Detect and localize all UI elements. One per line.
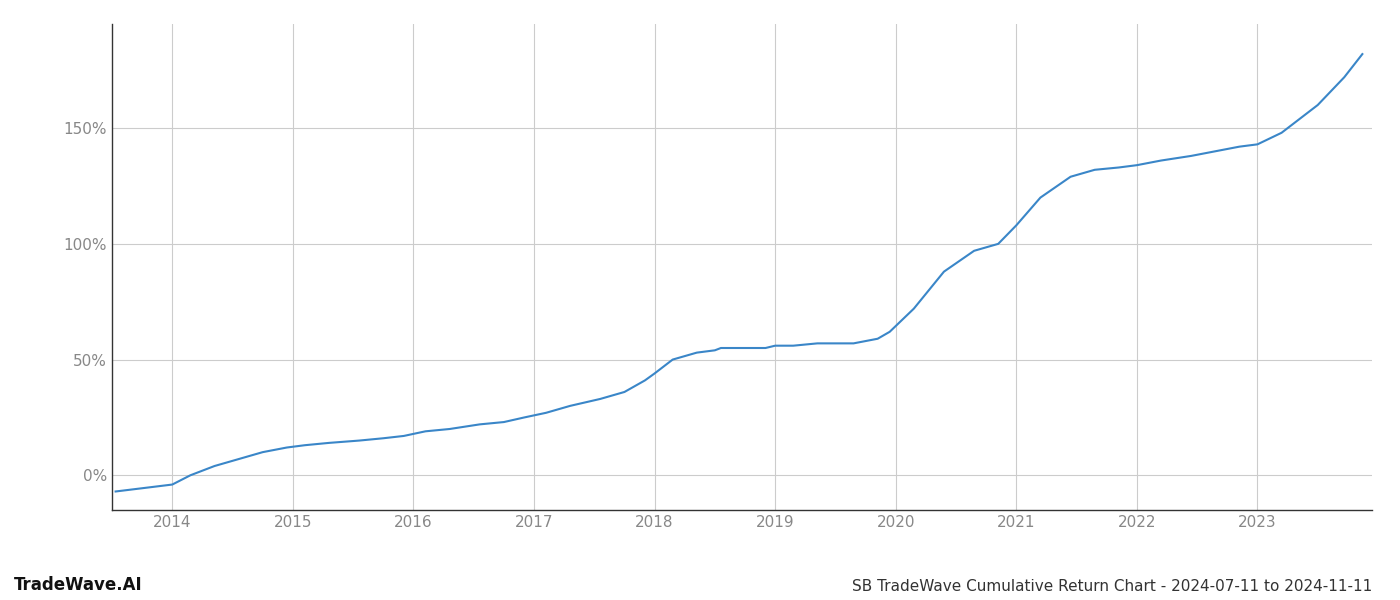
Text: TradeWave.AI: TradeWave.AI: [14, 576, 143, 594]
Text: SB TradeWave Cumulative Return Chart - 2024-07-11 to 2024-11-11: SB TradeWave Cumulative Return Chart - 2…: [851, 579, 1372, 594]
